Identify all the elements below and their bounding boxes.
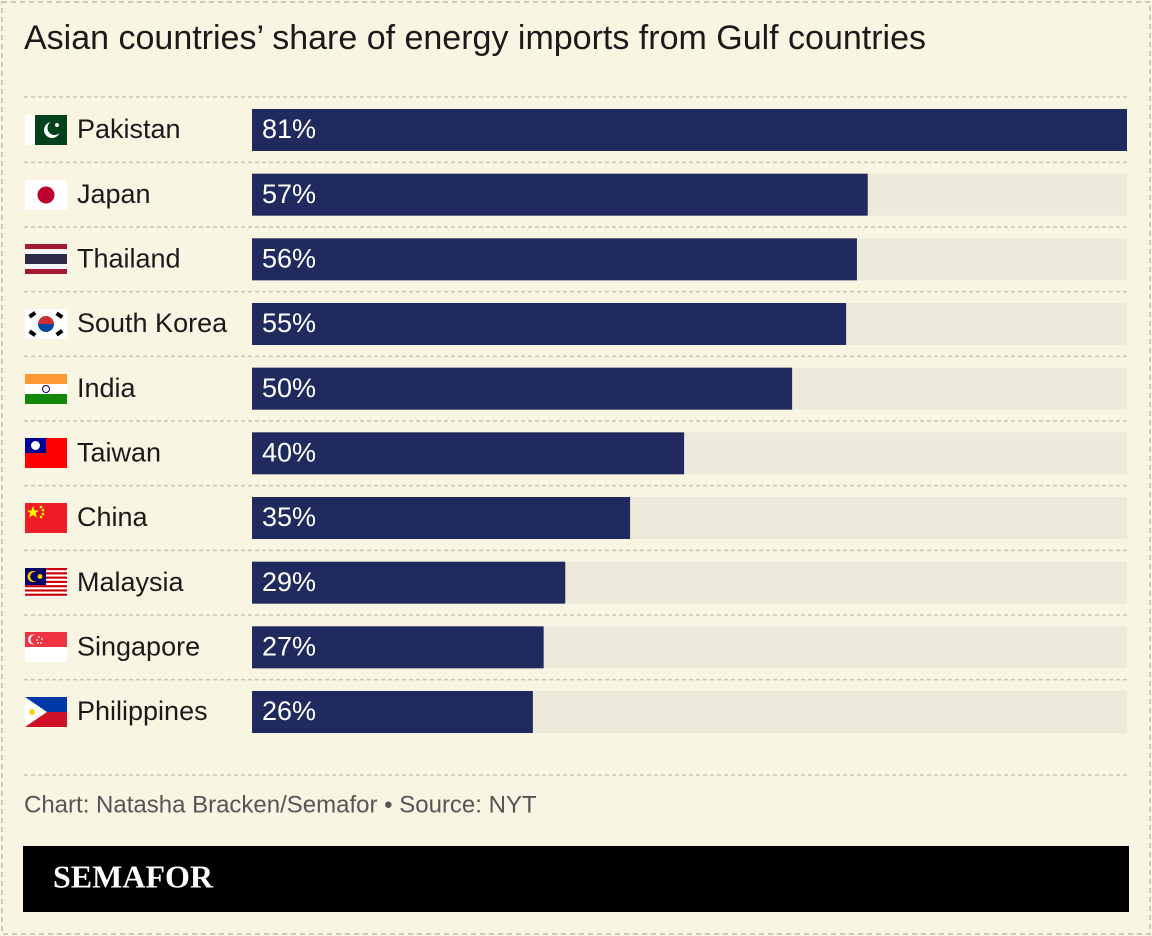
category-label: South Korea: [77, 308, 228, 338]
bar: [252, 109, 1127, 151]
flag-singapore: [25, 632, 67, 662]
category-label: Taiwan: [77, 437, 161, 467]
value-label: 35%: [262, 502, 316, 532]
brand-logo: SEMAFOR: [53, 858, 214, 894]
value-label: 29%: [262, 567, 316, 597]
flag-japan: [25, 180, 67, 210]
category-label: Pakistan: [77, 114, 181, 144]
brand-bar: [23, 846, 1129, 912]
bar: [252, 561, 566, 604]
category-label: Malaysia: [77, 567, 185, 597]
source-note: Chart: Natasha Bracken/Semafor • Source:…: [24, 791, 537, 818]
value-label: 57%: [262, 179, 316, 209]
value-label: 56%: [262, 243, 316, 273]
bar: [252, 691, 533, 733]
flag-china: [25, 503, 67, 533]
bar: [252, 626, 544, 669]
bar: [252, 303, 847, 345]
flag-pakistan: [25, 115, 67, 145]
flag-south-korea: [25, 309, 67, 339]
category-label: Japan: [77, 179, 151, 209]
chart-title: Asian countries’ share of energy imports…: [24, 19, 926, 57]
category-label: India: [77, 373, 137, 403]
flag-philippines: [25, 697, 67, 727]
flag-thailand: [25, 244, 67, 274]
value-label: 55%: [262, 308, 316, 338]
bar: [252, 432, 685, 475]
category-label: Thailand: [77, 243, 181, 273]
flag-malaysia: [25, 568, 67, 598]
flag-taiwan: [25, 438, 67, 468]
value-label: 50%: [262, 373, 316, 403]
bar: [252, 173, 868, 216]
bar: [252, 367, 793, 410]
value-label: 81%: [262, 114, 316, 144]
category-label: China: [77, 502, 149, 532]
category-label: Philippines: [77, 696, 208, 726]
value-label: 27%: [262, 631, 316, 661]
bar: [252, 497, 631, 539]
flag-india: [25, 374, 67, 404]
value-label: 26%: [262, 696, 316, 726]
flags: [25, 115, 67, 727]
value-label: 40%: [262, 437, 316, 467]
category-label: Singapore: [77, 631, 200, 661]
bar: [252, 238, 857, 281]
